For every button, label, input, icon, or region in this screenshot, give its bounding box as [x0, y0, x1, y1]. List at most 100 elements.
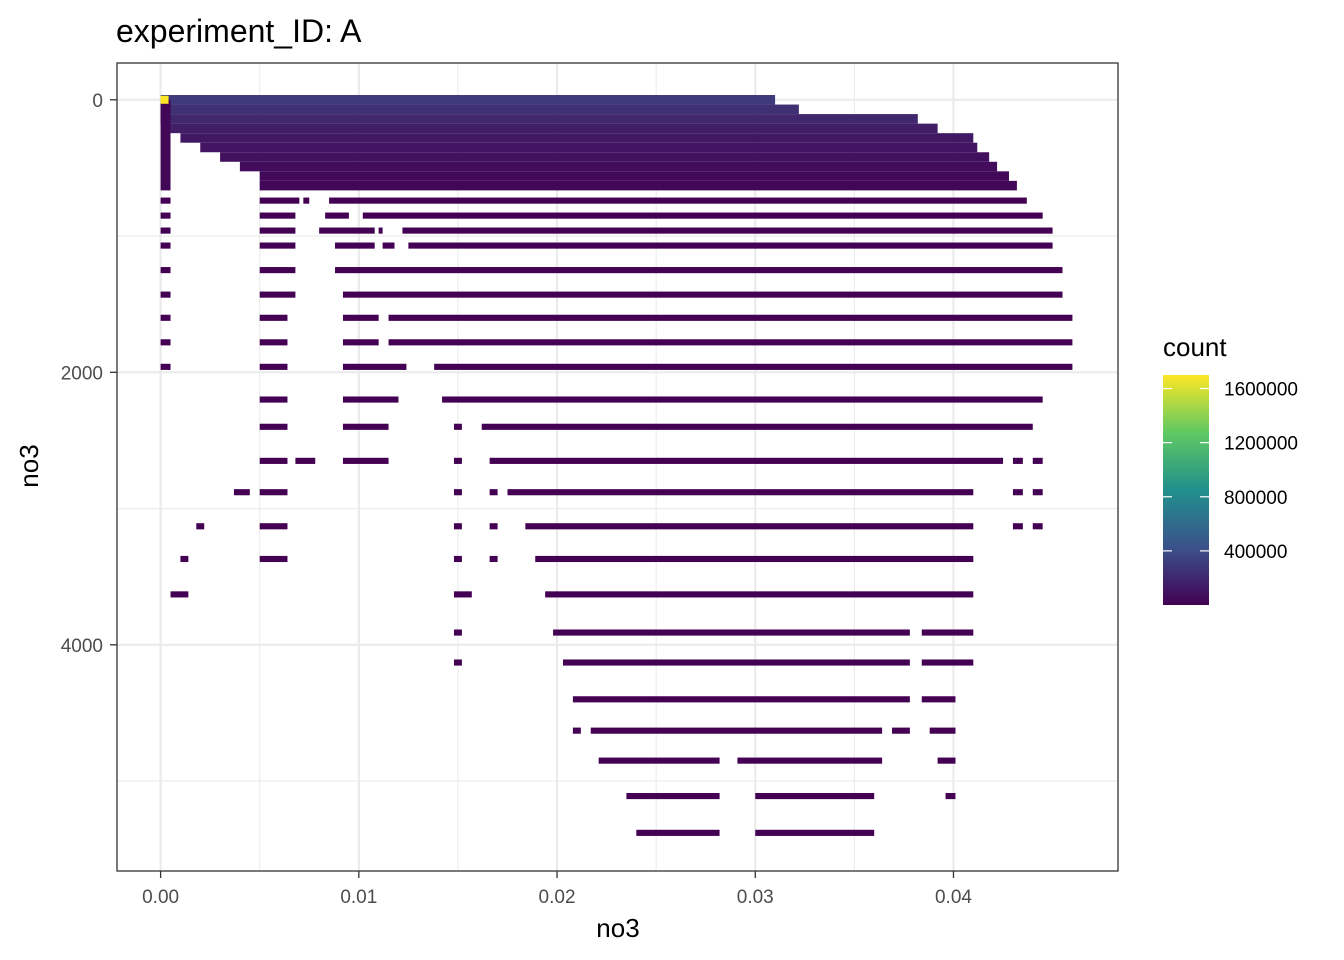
heatmap-tile-segment [259, 197, 300, 204]
heatmap-band-row [160, 104, 799, 115]
heatmap-tile-segment [553, 629, 910, 636]
heatmap-tile-segment [382, 242, 395, 249]
heatmap-tile-segment [434, 363, 1073, 370]
heatmap-tile-segment [572, 696, 910, 703]
heatmap-tile-segment [259, 555, 288, 563]
heatmap-tile-segment [598, 757, 720, 764]
heatmap-tile-segment [259, 242, 296, 249]
heatmap-tile-segment [626, 792, 720, 800]
heatmap-tile-segment [453, 555, 462, 563]
heatmap-tile-segment [259, 314, 288, 321]
heatmap-tile-segment [342, 423, 389, 430]
heatmap-tile-segment [160, 227, 171, 234]
heatmap-tile-segment [1032, 523, 1043, 530]
heatmap-tile-segment [319, 227, 375, 234]
heatmap-tile-segment [945, 792, 956, 800]
legend-tick-label: 1600000 [1224, 380, 1298, 401]
heatmap-band-row [239, 161, 998, 172]
heatmap-tiles [160, 95, 1073, 836]
heatmap-tile-segment [342, 363, 407, 370]
heatmap-tile-segment [259, 423, 288, 430]
heatmap-tile-segment [1032, 489, 1043, 496]
heatmap-tile-segment [572, 727, 581, 734]
heatmap-tile-segment [590, 727, 883, 734]
heatmap-tile-segment [562, 659, 910, 666]
heatmap-tile-segment [160, 197, 171, 204]
heatmap-tile-segment [259, 396, 288, 403]
heatmap-tile-segment [160, 212, 171, 219]
x-tick-label: 0.01 [340, 887, 377, 908]
heatmap-tile-segment [259, 227, 296, 234]
heatmap-tile-segment [921, 696, 956, 703]
heatmap-tile-segment [453, 523, 462, 530]
heatmap-tile-segment [937, 757, 956, 764]
heatmap-tile-segment [442, 396, 1043, 403]
heatmap-tile-segment [259, 339, 288, 346]
heatmap-left-column [160, 99, 171, 191]
heatmap-tile-segment [259, 489, 288, 496]
heatmap-tile-segment [636, 829, 720, 836]
heatmap-tile-segment [489, 523, 498, 530]
heatmap-tile-segment [755, 792, 875, 800]
heatmap-tile-segment [259, 363, 288, 370]
heatmap-tile-segment [453, 457, 462, 464]
heatmap-tile-segment [170, 591, 189, 598]
heatmap-tile-segment [342, 396, 399, 403]
heatmap-tile-segment [388, 339, 1073, 346]
heatmap-tile-segment [259, 291, 296, 298]
heatmap-tile-segment [378, 227, 383, 234]
heatmap-band-row [160, 114, 918, 124]
heatmap-tile-segment [342, 339, 379, 346]
y-tick-label: 4000 [61, 636, 103, 657]
heatmap-tile-segment [259, 212, 296, 219]
heatmap-tile-segment [408, 242, 1053, 249]
x-tick-label: 0.00 [142, 887, 179, 908]
x-axis: 0.00 0.01 0.02 0.03 0.04 [142, 871, 972, 908]
heatmap-tile-segment [295, 457, 316, 464]
heatmap-tile-segment [1032, 457, 1043, 464]
heatmap-tile-segment [545, 591, 974, 598]
heatmap-tile-segment [259, 267, 296, 274]
heatmap-tile-segment [342, 457, 389, 464]
heatmap-tile-segment [453, 489, 462, 496]
x-axis-title: no3 [596, 913, 639, 943]
heatmap-tile-segment [303, 197, 310, 204]
heatmap-band-row [180, 133, 974, 143]
legend: count 400000 800000 1200000 1600000 [1163, 332, 1298, 605]
heatmap-tile-segment [892, 727, 910, 734]
heatmap-tile-segment [453, 629, 462, 636]
heatmap-tile-segment [180, 555, 189, 563]
heatmap-tile-segment [755, 829, 875, 836]
heatmap-tile-segment [259, 457, 288, 464]
legend-tick-label: 800000 [1224, 488, 1287, 509]
heatmap-tile-segment [921, 659, 974, 666]
y-tick-label: 2000 [61, 363, 103, 384]
heatmap-tile-segment [160, 242, 171, 249]
heatmap-tile-segment [160, 363, 171, 370]
heatmap-tile-segment [921, 629, 974, 636]
x-tick-label: 0.04 [935, 887, 972, 908]
heatmap-tile-segment [489, 555, 498, 563]
heatmap-tile-segment [1012, 489, 1023, 496]
y-axis: 0 2000 4000 [61, 91, 117, 657]
heatmap-tile-segment [489, 457, 1004, 464]
heatmap-band-row [170, 123, 938, 134]
heatmap-tile-segment [362, 212, 1043, 219]
heatmap-tile-segment [233, 489, 250, 496]
x-tick-label: 0.02 [539, 887, 576, 908]
heatmap-tile-segment [160, 291, 171, 298]
heatmap-tile-segment [489, 489, 498, 496]
legend-tick-label: 400000 [1224, 542, 1287, 563]
heatmap-tile-segment [335, 242, 375, 249]
heatmap-tile-segment [325, 212, 349, 219]
heatmap-tile-segment [160, 267, 171, 274]
heatmap-band-row [259, 171, 1009, 181]
heatmap-tile-segment [342, 291, 1063, 298]
heatmap-tile-segment [335, 267, 1063, 274]
legend-title: count [1163, 332, 1227, 362]
heatmap-tile-segment [342, 314, 379, 321]
heatmap-tile-segment [402, 227, 1053, 234]
chart-title: experiment_ID: A [116, 13, 362, 49]
heatmap-hot-cell [160, 95, 169, 104]
legend-colorbar [1163, 375, 1209, 605]
